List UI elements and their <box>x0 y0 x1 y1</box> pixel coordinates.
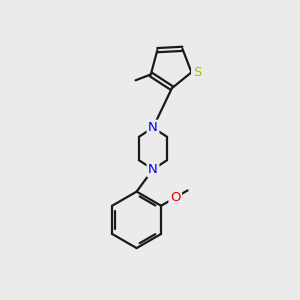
Text: N: N <box>148 163 158 176</box>
Text: S: S <box>193 66 201 79</box>
Text: N: N <box>148 121 158 134</box>
Text: O: O <box>170 191 181 204</box>
